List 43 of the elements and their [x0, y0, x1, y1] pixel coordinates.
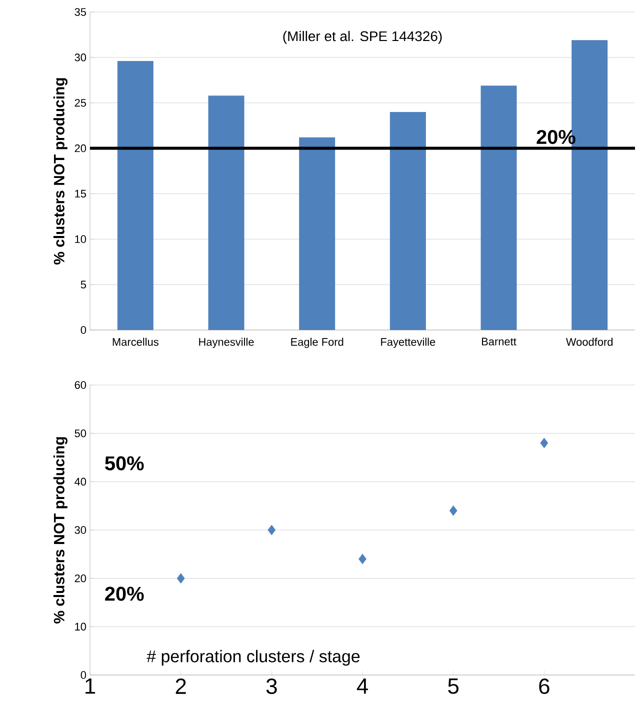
bar [390, 112, 426, 330]
point [268, 524, 276, 536]
x-tick-label: Haynesville [199, 338, 254, 348]
y-tick-label: 30 [74, 54, 86, 62]
y-tick-label: 20 [74, 574, 86, 582]
y-tick-label: 15 [75, 190, 86, 198]
point [540, 438, 548, 448]
point [449, 505, 458, 516]
y-tick-label: 35 [74, 8, 86, 16]
x-tick-label: 5 [448, 678, 459, 694]
x-tick-label: 6 [539, 678, 550, 694]
y-tick-label: 30 [74, 526, 86, 534]
x-tick-label: Barnett [482, 338, 516, 346]
y-tick-label: 0 [80, 671, 86, 679]
x-tick-label: Woodford [566, 338, 613, 346]
x-tick-label: Eagle Ford [291, 338, 344, 348]
x-tick-label: 2 [176, 678, 186, 694]
x-tick-label: Fayetteville [381, 338, 436, 348]
y-axis-title: % clusters NOT producing [53, 78, 68, 264]
point [176, 573, 185, 584]
bar [208, 96, 244, 330]
y-tick-label: 20 [74, 144, 86, 152]
y-tick-label: 60 [74, 381, 86, 389]
point [358, 554, 366, 564]
annotation: 20% [105, 586, 144, 601]
y-tick-label: 0 [80, 326, 86, 334]
y-tick-label: 10 [75, 622, 86, 631]
bar [299, 137, 336, 330]
bar [480, 86, 517, 330]
y-tick-label: 10 [75, 235, 86, 244]
x-tick-label: 1 [86, 678, 96, 694]
annotation: (Miller et al. SPE 144326) [283, 30, 442, 44]
x-axis-title: # perforation clusters / stage [146, 650, 360, 666]
y-tick-label: 40 [74, 478, 86, 486]
y-tick-label: 25 [74, 98, 86, 107]
y-tick-label: 5 [80, 280, 86, 288]
y-tick-label: 50 [74, 429, 86, 438]
x-tick-label: Marcellus [112, 338, 158, 346]
x-tick-label: 4 [356, 678, 368, 694]
x-tick-label: 3 [266, 678, 277, 694]
y-axis-title: % clusters NOT producing [53, 437, 68, 624]
annotation: 50% [105, 456, 144, 470]
bar [117, 61, 154, 330]
